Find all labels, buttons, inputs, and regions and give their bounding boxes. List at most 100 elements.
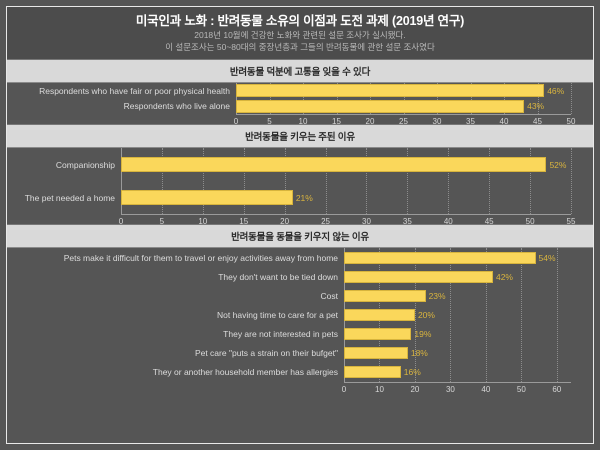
- bar-value-label: 42%: [495, 271, 513, 282]
- chart-panel-1: 반려동물 덕분에 고통을 잊을 수 있다 0 5 10 15 20 25 30 35 40 45 5…: [7, 59, 593, 126]
- gridline: [521, 248, 523, 382]
- gridline: [571, 148, 573, 214]
- category-label: Respondents who have fair or poor physic…: [39, 85, 230, 96]
- chart-panel-1-body: 0 5 10 15 20 25 30 35 40 45 50 46% Respondents who h…: [7, 83, 593, 126]
- bar-chart-2: 0 5 10 15 20 25 30 35 40 45 50 55 52% Companionship 21…: [7, 148, 593, 226]
- x-axis-line: [344, 382, 571, 383]
- page-title: 미국인과 노화 : 반려동물 소유의 이점과 도전 과제 (2019년 연구): [135, 14, 465, 28]
- bar-row[interactable]: 20%: [344, 305, 571, 324]
- x-axis-tick-label: 30: [362, 217, 371, 226]
- category-label: They are not interested in pets: [223, 329, 338, 340]
- bar[interactable]: [344, 347, 408, 360]
- x-axis-tick-label: 20: [410, 385, 420, 394]
- x-axis-tick-label: 40: [443, 217, 453, 226]
- category-label: Companionship: [55, 159, 115, 170]
- x-axis-tick-label: 35: [402, 217, 412, 226]
- bar-value-label: 19%: [414, 329, 432, 340]
- chart-panel-2-title: 반려동물을 키우는 주된 이유: [7, 124, 593, 148]
- bar-value-label: 23%: [428, 290, 446, 301]
- bar-chart-1: 0 5 10 15 20 25 30 35 40 45 50 46% Respondents who h…: [7, 83, 593, 126]
- x-axis-tick-label: 30: [432, 117, 442, 126]
- bar-value-label: 52%: [549, 159, 567, 170]
- x-axis-tick-label: 25: [399, 117, 408, 126]
- gridline: [161, 148, 164, 214]
- bar-row[interactable]: 43%: [236, 99, 571, 115]
- bar[interactable]: [344, 328, 412, 341]
- category-label: Cost: [320, 290, 338, 301]
- bar[interactable]: [344, 270, 493, 283]
- bar-row[interactable]: 23%: [344, 286, 571, 305]
- category-label: Pets make it difficult for them to trave…: [63, 252, 338, 263]
- bar-row[interactable]: 21%: [121, 181, 571, 214]
- gridline: [284, 148, 287, 214]
- gridline: [403, 83, 406, 114]
- bar[interactable]: [344, 308, 415, 321]
- gridline: [448, 148, 450, 214]
- bar-value-label: 43%: [527, 101, 545, 112]
- plot-area-3: 0 10 20 30 40 50 60 54% Pets make it difficult f…: [64, 248, 571, 394]
- gridline: [537, 83, 540, 114]
- x-axis-tick-label: 0: [118, 217, 124, 226]
- bar-row[interactable]: 42%: [344, 267, 571, 286]
- title-block: 미국인과 노화 : 반려동물 소유의 이점과 도전 과제 (2019년 연구) …: [7, 7, 593, 59]
- gridline: [269, 83, 272, 114]
- category-label: Not having time to care for a pet: [217, 310, 338, 320]
- x-axis-tick-label: 5: [159, 217, 165, 226]
- bar-value-label: 16%: [403, 367, 421, 378]
- gridline: [366, 148, 368, 214]
- gridline: [485, 248, 488, 382]
- category-label: The pet needed a home: [24, 192, 115, 203]
- bar-value-label: 21%: [295, 192, 313, 203]
- gridline: [489, 148, 491, 214]
- plot-area-1: 0 5 10 15 20 25 30 35 40 45 50 46% Respondents who h…: [39, 83, 575, 126]
- bar-row[interactable]: 46%: [236, 83, 571, 99]
- x-axis-tick-label: 0: [341, 385, 347, 394]
- bar-row[interactable]: 19%: [344, 325, 571, 344]
- bar[interactable]: [236, 99, 525, 113]
- bar-value-label: 46%: [547, 85, 565, 96]
- gridline: [556, 248, 559, 382]
- gridline: [202, 148, 205, 214]
- gridline: [470, 83, 473, 114]
- gridline: [303, 83, 305, 114]
- bar[interactable]: [121, 190, 293, 205]
- bar[interactable]: [344, 366, 401, 379]
- bar[interactable]: [344, 251, 536, 264]
- bar-row[interactable]: 52%: [121, 148, 571, 181]
- gridline: [325, 148, 328, 214]
- bar-row[interactable]: 16%: [344, 363, 571, 382]
- x-axis-tick-label: 35: [466, 117, 475, 126]
- bar-row[interactable]: 54%: [344, 248, 571, 267]
- x-axis-tick-label: 15: [332, 117, 341, 126]
- bar-chart-3: 0 10 20 30 40 50 60 54% Pets make it difficult f…: [7, 248, 593, 394]
- chart-panel-3-title: 반려동물을 동물을 키우지 않는 이유: [7, 224, 593, 248]
- gridline: [370, 83, 372, 114]
- page-subtitle-line-1: 2018년 10월에 건강한 노화와 관련된 설문 조사가 실시됐다.: [194, 30, 406, 40]
- dashboard-frame: 미국인과 노화 : 반려동물 소유의 이점과 도전 과제 (2019년 연구) …: [6, 6, 594, 444]
- x-axis-tick-label: 0: [233, 117, 239, 126]
- gridline: [450, 248, 452, 382]
- bar-value-label: 54%: [538, 252, 556, 263]
- bar[interactable]: [344, 289, 426, 302]
- x-axis-tick-label: 50: [566, 117, 576, 126]
- gridline: [336, 83, 339, 114]
- bar[interactable]: [236, 84, 545, 98]
- x-axis-tick-label: 50: [525, 217, 535, 226]
- bar-row[interactable]: 18%: [344, 344, 571, 363]
- gridline: [437, 83, 439, 114]
- bar[interactable]: [121, 157, 547, 172]
- chart-panel-2-body: 0 5 10 15 20 25 30 35 40 45 50 55 52% Companionship 21…: [7, 148, 593, 226]
- category-label: They don't want to be tied down: [218, 271, 338, 282]
- chart-panel-3-body: 0 10 20 30 40 50 60 54% Pets make it difficult f…: [7, 248, 593, 394]
- x-axis-line: [236, 114, 571, 115]
- x-axis-tick-label: 15: [239, 217, 249, 226]
- x-axis-tick-label: 5: [267, 117, 272, 126]
- x-axis-tick-label: 60: [552, 385, 562, 394]
- x-axis-tick-label: 40: [481, 385, 491, 394]
- gridline: [571, 83, 573, 114]
- x-axis-tick-label: 10: [298, 117, 308, 126]
- x-axis-line: [121, 214, 571, 215]
- x-axis-tick-label: 45: [533, 117, 542, 126]
- page-subtitle-line-2: 이 설문조사는 50~80대의 중장년층과 그들의 반려동물에 관한 설문 조사…: [165, 42, 435, 52]
